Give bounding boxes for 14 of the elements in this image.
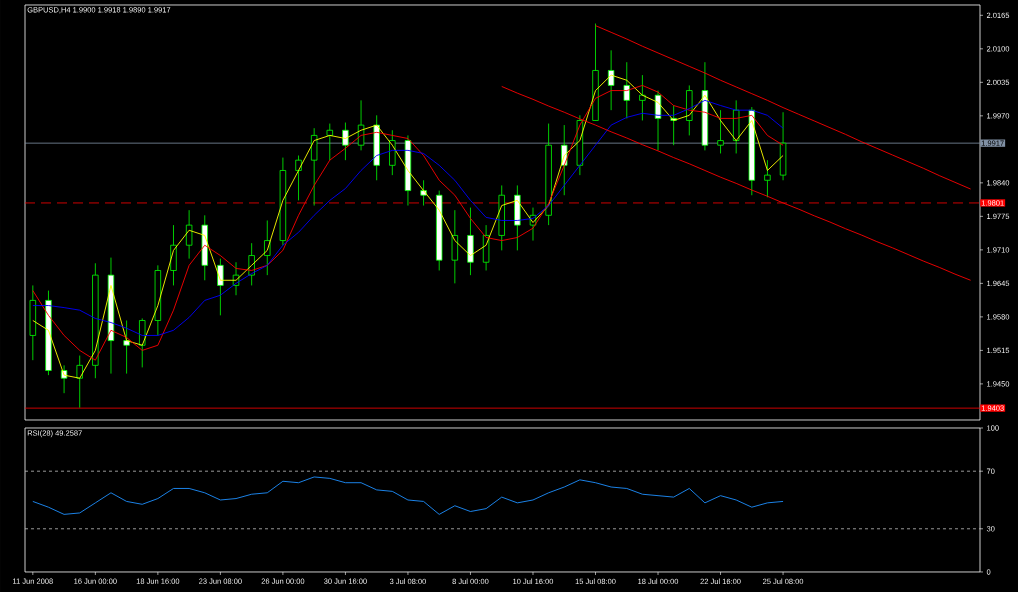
candlestick [217,258,224,316]
candlestick [639,74,646,121]
candlestick [76,355,83,409]
candlestick [607,49,615,111]
candlestick [342,122,349,161]
candlestick [717,109,724,154]
line-series [595,25,972,190]
candlestick [623,61,630,119]
line-series [32,476,784,515]
candlestick [123,320,130,374]
candlestick [185,209,193,260]
candlestick [295,155,302,201]
candlestick [326,123,334,161]
candlestick [764,159,771,198]
